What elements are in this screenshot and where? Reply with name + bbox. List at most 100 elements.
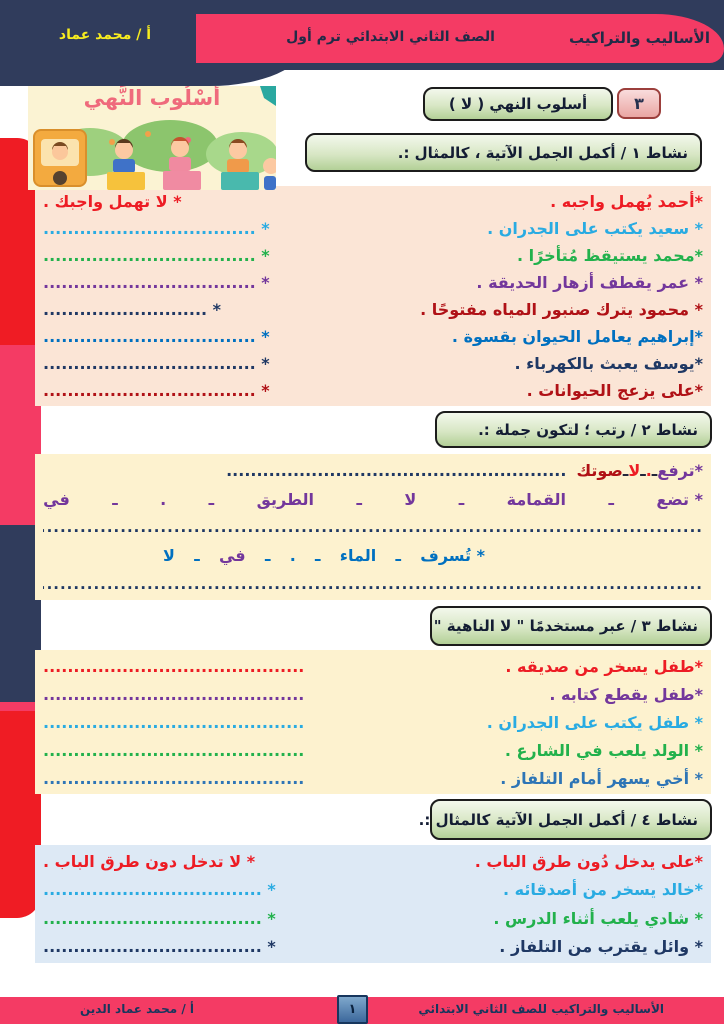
sentence-prompt: *يوسف يعبث بالكهرباء . (514, 354, 703, 373)
answer-blank: * ........................... (43, 300, 222, 319)
scramble-line: *ترفع ـ . ـ لا ـ صوتك ..................… (43, 461, 703, 480)
activity1-title: نشاط ١ / أكمل الجمل الآتية ، كالمثال :. (397, 143, 688, 162)
pennant-icon (260, 86, 276, 106)
desk-icon (163, 171, 201, 190)
lesson-title: أسلوب النهي ( لا ) (448, 95, 588, 113)
sentence-prompt: * شادي يلعب أثناء الدرس . (493, 908, 703, 928)
separator: ـ (112, 489, 118, 509)
sentence-prompt: * أخي يسهر أمام التلفاز . (500, 768, 703, 788)
sentence-prompt: *على يدخل دُون طرق الباب . (474, 851, 703, 871)
sentence-row: * محمود يترك صنبور المياه مفتوحًا . * ..… (43, 300, 703, 319)
answer-blank: ........................................… (43, 740, 305, 760)
sentence-row: * الولد يلعب في الشارع . ...............… (43, 741, 703, 760)
answer-blank: * ................................... (43, 354, 270, 373)
answer-blank: ........................................… (43, 684, 305, 704)
activity4-header-box: نشاط ٤ / أكمل الجمل الآتية كالمثال :. (419, 799, 712, 840)
sentence-row: *طفل يسخر من صديقه . ...................… (43, 657, 703, 676)
footer-teacher: أ / محمد عماد الدين (80, 1002, 195, 1016)
sentence-prompt: *طفل يسخر من صديقه . (505, 656, 703, 676)
page-number-box: ١ (337, 995, 368, 1024)
sentence-prompt: * محمود يترك صنبور المياه مفتوحًا . (420, 300, 703, 319)
lesson-number-box: ٣ (617, 88, 661, 119)
teacher-name: أ / محمد عماد (58, 27, 152, 43)
sentence-prompt: * عمر يقطف أزهار الحديقة . (476, 273, 703, 292)
answer-blank: * ................................... (43, 219, 270, 238)
decorative-bar-pink (0, 345, 41, 525)
separator: ـ (194, 546, 200, 566)
page-number: ١ (348, 1002, 357, 1017)
answer-blank: ........................................… (43, 656, 305, 676)
word-tile: الطريق (256, 489, 315, 509)
separator: ـ (640, 460, 646, 480)
word-tile: . (645, 460, 652, 480)
sentence-row: * سعيد يكتب على الجدران . * ............… (43, 219, 703, 238)
activity3-header-box: نشاط ٣ / عبر مستخدمًا " لا الناهية " (430, 606, 712, 646)
answer-blank: * ................................... (43, 381, 270, 400)
word-tile: لا (628, 460, 641, 480)
activity1-header-box: نشاط ١ / أكمل الجمل الآتية ، كالمثال :. (305, 133, 702, 172)
header-pink-ribbon (196, 14, 724, 63)
subject-title: الأساليب والتراكيب (569, 29, 710, 47)
sentence-prompt: * سعيد يكتب على الجدران . (487, 219, 703, 238)
footer-subject: الأساليب والتراكيب للصف الثاني الابتدائي (418, 1002, 664, 1016)
decorative-bar-navy (0, 525, 41, 702)
activity2-title: نشاط ٢ / رتب ؛ لتكون جملة :. (478, 420, 698, 439)
sentence-prompt: *إبراهيم يعامل الحيوان بقسوة . (451, 327, 703, 346)
sentence-answer: * لا تهمل واجبك . (43, 192, 182, 211)
sentence-row: *طفل يقطع كتابه . ......................… (43, 685, 703, 704)
word-tile: . (160, 489, 167, 509)
scramble-line: * تُسرف ـ الماء ـ . ـ في ـ لا (163, 546, 485, 565)
sentence-row: *على يدخل دُون طرق الباب . * لا تدخل دون… (43, 852, 703, 871)
grade-title: الصف الثاني الابتدائي ترم أول (286, 29, 495, 45)
separator: ـ (264, 546, 271, 566)
sentence-prompt: *على يزعج الحيوانات . (526, 381, 703, 400)
answer-blank: * .................................... (43, 908, 276, 928)
sentence-prompt: *طفل يقطع كتابه . (549, 684, 703, 704)
sentence-row: *أحمد يُهمل واجبه . * لا تهمل واجبك . (43, 192, 703, 211)
kid-icon (115, 141, 133, 159)
sentence-row: * عمر يقطف أزهار الحديقة . * ...........… (43, 273, 703, 292)
sentence-row: *يوسف يعبث بالكهرباء . * ...............… (43, 354, 703, 373)
word-tile: في (218, 546, 246, 566)
word-tile: في (43, 489, 70, 509)
kid-icon (52, 144, 68, 160)
answer-blank: * ................................... (43, 273, 270, 292)
sentence-answer: * لا تدخل دون طرق الباب . (43, 851, 256, 871)
scramble-line: * تضع ـ القمامة ـ لا ـ الطريق ـ . ـ في (43, 490, 703, 509)
sentence-row: * وائل يقترب من التلفاز . * ............… (43, 937, 703, 956)
word-tile: لا (404, 489, 417, 509)
classroom-illustration (33, 86, 276, 190)
separator: ـ (458, 489, 465, 509)
sentence-row: *إبراهيم يعامل الحيوان بقسوة . * .......… (43, 327, 703, 346)
sentence-row: *على يزعج الحيوانات . * ................… (43, 381, 703, 400)
separator: ـ (651, 460, 658, 480)
word-tile: *ترفع (657, 460, 703, 480)
answer-blank: * .................................... (43, 880, 276, 900)
activity2-header-box: نشاط ٢ / رتب ؛ لتكون جملة :. (435, 411, 712, 448)
kid-icon (229, 141, 247, 159)
answer-blank: * ................................... (43, 246, 270, 265)
answer-blank: * ................................... (43, 327, 270, 346)
lesson-poster: أُسْلُوب النَّهي (28, 86, 276, 190)
word-tile: القمامة (506, 489, 567, 509)
kid-icon (171, 139, 189, 157)
word-tile: * تضع (656, 489, 703, 509)
separator: ـ (208, 489, 215, 509)
sentence-prompt: * وائل يقترب من التلفاز . (499, 937, 703, 957)
answer-blank: ........................................… (43, 768, 305, 788)
activity1-panel: *أحمد يُهمل واجبه . * لا تهمل واجبك . * … (35, 186, 711, 406)
activity4-title: نشاط ٤ / أكمل الجمل الآتية كالمثال :. (418, 810, 698, 829)
poster-title: أُسْلُوب النَّهي (83, 86, 221, 110)
activity4-panel: *على يدخل دُون طرق الباب . * لا تدخل دون… (35, 845, 711, 963)
word-tile: لا (163, 546, 175, 566)
answer-blank: ........................................… (226, 460, 567, 480)
sentence-row: *محمد يستيقظ مُتأخرًا . * ..............… (43, 246, 703, 265)
sentence-prompt: *أحمد يُهمل واجبه . (550, 192, 703, 211)
separator: ـ (356, 489, 362, 509)
kid-icon (263, 158, 276, 174)
activity3-title: نشاط ٣ / عبر مستخدمًا " لا الناهية " (433, 617, 698, 635)
separator: ـ (608, 489, 614, 509)
sentence-prompt: *محمد يستيقظ مُتأخرًا . (517, 246, 703, 265)
wheel-icon (53, 171, 67, 185)
